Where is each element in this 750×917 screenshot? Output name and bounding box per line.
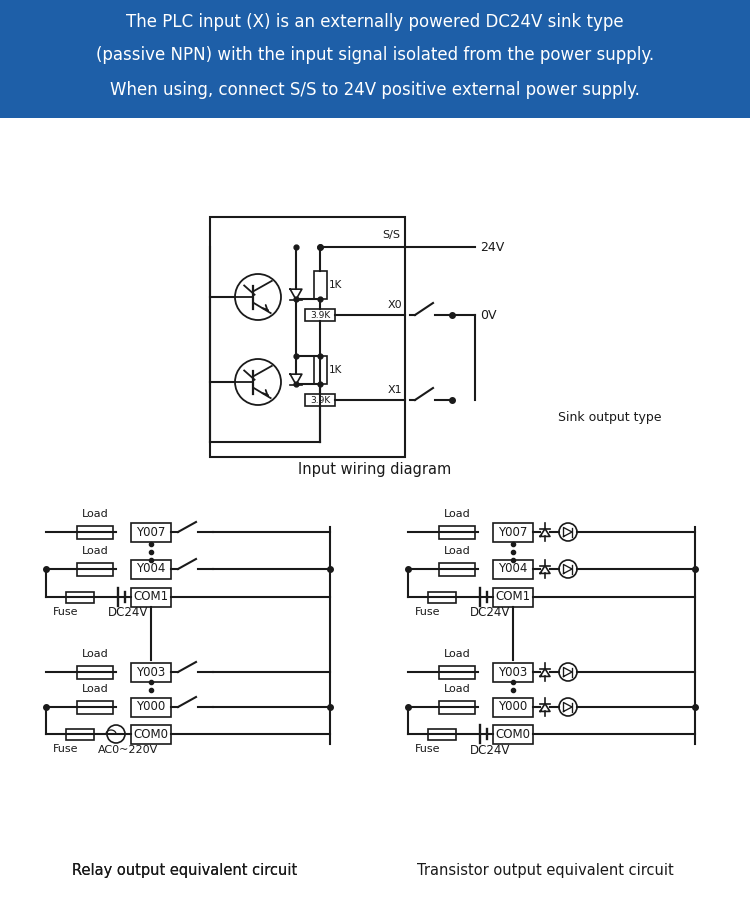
Text: S/S: S/S (382, 230, 400, 240)
Bar (77, 525, 113, 538)
Text: Y003: Y003 (136, 666, 166, 679)
Text: Input wiring diagram: Input wiring diagram (298, 461, 452, 477)
Text: Y003: Y003 (498, 666, 528, 679)
Text: Relay output equivalent circuit: Relay output equivalent circuit (72, 863, 298, 878)
Bar (439, 701, 475, 713)
Text: AC0~220V: AC0~220V (98, 745, 158, 755)
Bar (0, 0, 750, 118)
Text: 0V: 0V (480, 308, 496, 322)
Bar (493, 662, 533, 681)
Circle shape (559, 560, 577, 578)
Text: X0: X0 (388, 300, 402, 310)
Bar (66, 728, 94, 739)
Bar (493, 559, 533, 579)
Text: Y000: Y000 (498, 701, 528, 713)
Text: 3.9K: 3.9K (310, 395, 330, 404)
Bar (493, 724, 533, 744)
Bar (493, 523, 533, 542)
Text: Load: Load (444, 649, 470, 659)
Bar (428, 728, 456, 739)
Text: Y007: Y007 (498, 525, 528, 538)
Bar (210, 217, 405, 457)
Circle shape (107, 725, 125, 743)
Text: 1K: 1K (329, 365, 342, 375)
Circle shape (235, 274, 281, 320)
Bar (131, 698, 171, 716)
Circle shape (235, 359, 281, 405)
Bar (77, 562, 113, 576)
Text: X1: X1 (388, 385, 402, 395)
Text: The PLC input (X) is an externally powered DC24V sink type: The PLC input (X) is an externally power… (126, 13, 624, 31)
Text: Load: Load (82, 684, 108, 694)
Bar (305, 309, 335, 321)
Text: Fuse: Fuse (416, 744, 441, 754)
Text: Y004: Y004 (136, 562, 166, 576)
Bar (493, 698, 533, 716)
Text: Sink output type: Sink output type (558, 411, 662, 424)
Text: Load: Load (444, 684, 470, 694)
Text: COM1: COM1 (496, 591, 530, 603)
Text: Load: Load (444, 546, 470, 556)
Circle shape (559, 663, 577, 681)
Bar (77, 666, 113, 679)
Bar (131, 724, 171, 744)
Text: Fuse: Fuse (53, 607, 79, 617)
Bar (131, 559, 171, 579)
Text: Fuse: Fuse (53, 744, 79, 754)
Text: Transistor output equivalent circuit: Transistor output equivalent circuit (417, 863, 674, 878)
Text: Load: Load (82, 649, 108, 659)
Text: DC24V: DC24V (470, 744, 510, 757)
Bar (314, 356, 326, 384)
Text: COM0: COM0 (496, 727, 530, 741)
Bar (439, 525, 475, 538)
Circle shape (559, 523, 577, 541)
Text: COM1: COM1 (134, 591, 169, 603)
Bar (131, 523, 171, 542)
Text: Load: Load (82, 509, 108, 519)
Bar (439, 562, 475, 576)
Text: Load: Load (82, 546, 108, 556)
Text: COM0: COM0 (134, 727, 169, 741)
Bar (439, 666, 475, 679)
Text: Y004: Y004 (498, 562, 528, 576)
Bar (493, 588, 533, 606)
Text: 3.9K: 3.9K (310, 311, 330, 319)
Bar (314, 271, 326, 299)
Bar (131, 662, 171, 681)
Text: Y000: Y000 (136, 701, 166, 713)
Text: Load: Load (444, 509, 470, 519)
Text: Relay output equivalent circuit: Relay output equivalent circuit (72, 863, 298, 878)
Bar (305, 394, 335, 406)
Circle shape (559, 698, 577, 716)
Text: When using, connect S/S to 24V positive external power supply.: When using, connect S/S to 24V positive … (110, 81, 640, 99)
Text: DC24V: DC24V (470, 606, 510, 620)
Text: (passive NPN) with the input signal isolated from the power supply.: (passive NPN) with the input signal isol… (96, 46, 654, 64)
Bar (428, 591, 456, 602)
Text: 24V: 24V (480, 240, 504, 253)
Text: Y007: Y007 (136, 525, 166, 538)
Bar (66, 591, 94, 602)
Bar (131, 588, 171, 606)
Bar (77, 701, 113, 713)
Text: 1K: 1K (329, 280, 342, 290)
Text: Fuse: Fuse (416, 607, 441, 617)
Text: DC24V: DC24V (108, 606, 148, 620)
